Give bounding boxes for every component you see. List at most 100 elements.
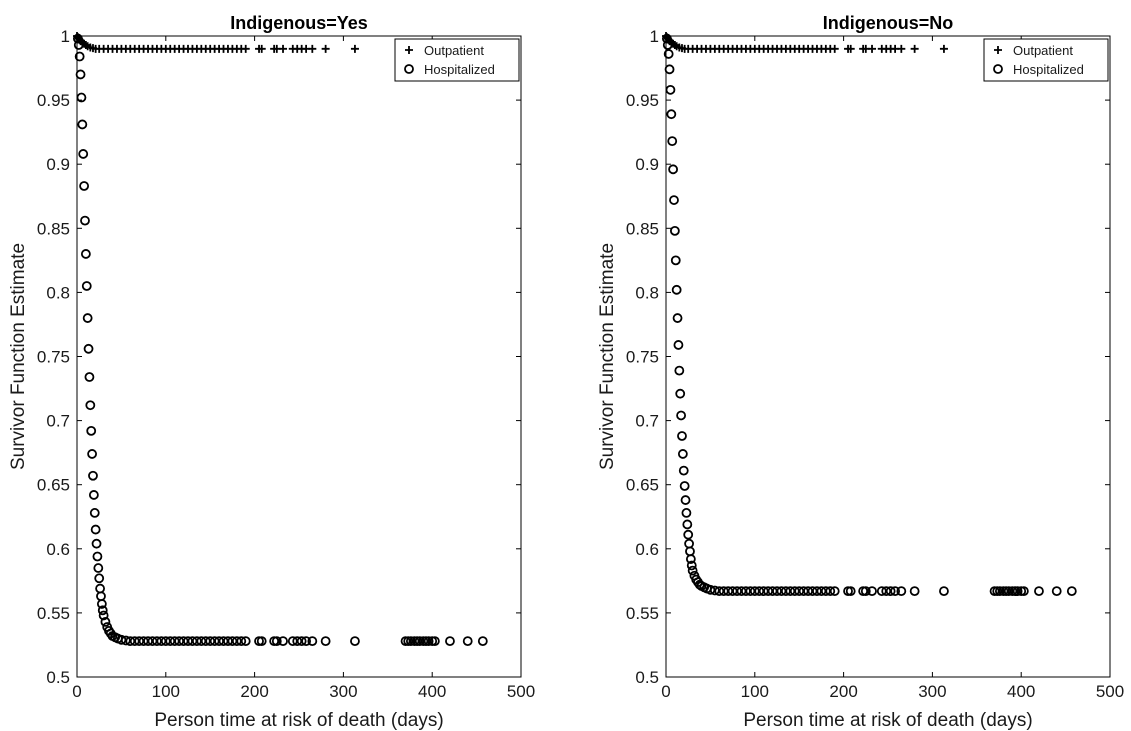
data-point-outpatient bbox=[897, 44, 906, 53]
y-tick-label: 0.8 bbox=[46, 283, 70, 302]
data-point-hospitalized bbox=[845, 586, 856, 597]
data-point-outpatient bbox=[279, 44, 288, 53]
data-point-hospitalized bbox=[82, 313, 93, 323]
data-point-outpatient bbox=[257, 44, 266, 53]
y-tick-label: 0.9 bbox=[46, 155, 70, 174]
data-point-hospitalized bbox=[671, 284, 682, 295]
data-point-hospitalized bbox=[116, 634, 127, 645]
data-point-hospitalized bbox=[677, 449, 688, 459]
y-tick-label: 0.9 bbox=[635, 155, 659, 174]
data-point-hospitalized bbox=[939, 586, 949, 597]
data-point-hospitalized bbox=[88, 490, 99, 500]
data-point-hospitalized bbox=[662, 40, 673, 50]
data-point-hospitalized bbox=[687, 565, 698, 576]
y-tick-label: 0.65 bbox=[37, 476, 70, 495]
data-point-hospitalized bbox=[96, 591, 106, 602]
data-point-outpatient bbox=[868, 44, 877, 53]
x-tick-label: 400 bbox=[418, 682, 446, 701]
data-point-outpatient bbox=[241, 44, 250, 53]
data-point-hospitalized bbox=[672, 313, 683, 323]
data-point-hospitalized bbox=[96, 599, 107, 609]
data-point-hospitalized bbox=[682, 519, 693, 530]
data-point-hospitalized bbox=[94, 573, 105, 584]
chart-panel-indigenous-no: 0 100 200 300 400 500 0.5 0.55 0.6 0.65 0.7 0.75 0.8… bbox=[597, 13, 1124, 731]
data-point-hospitalized bbox=[1018, 586, 1029, 597]
data-point-hospitalized bbox=[683, 529, 694, 540]
data-point-outpatient bbox=[350, 44, 359, 53]
series-outpatient bbox=[662, 32, 948, 53]
legend-marker-outpatient bbox=[405, 46, 413, 54]
series-outpatient bbox=[73, 32, 359, 53]
x-tick-label: 100 bbox=[741, 682, 769, 701]
data-point-hospitalized bbox=[74, 51, 85, 62]
data-point-hospitalized bbox=[462, 636, 473, 647]
data-point-hospitalized bbox=[661, 33, 672, 44]
data-point-hospitalized bbox=[1012, 586, 1023, 597]
data-point-outpatient bbox=[321, 44, 330, 53]
data-point-hospitalized bbox=[673, 340, 684, 350]
data-point-hospitalized bbox=[91, 538, 102, 549]
data-point-hospitalized bbox=[680, 495, 691, 505]
series-hospitalized bbox=[661, 33, 1077, 597]
plot-area-frame bbox=[76, 35, 522, 678]
data-point-hospitalized bbox=[669, 225, 680, 236]
data-point-hospitalized bbox=[90, 524, 101, 535]
y-tick-label: 0.75 bbox=[37, 348, 70, 367]
y-tick-label: 0.6 bbox=[635, 540, 659, 559]
data-point-hospitalized bbox=[681, 508, 692, 518]
x-tick-label: 200 bbox=[829, 682, 857, 701]
data-point-outpatient bbox=[846, 44, 855, 53]
y-tick-label: 0.55 bbox=[37, 604, 70, 623]
legend-box bbox=[394, 38, 520, 82]
data-point-hospitalized bbox=[256, 636, 267, 647]
data-point-hospitalized bbox=[667, 136, 678, 147]
data-point-hospitalized bbox=[85, 400, 96, 411]
y-tick-label: 0.5 bbox=[635, 668, 659, 687]
data-point-hospitalized bbox=[84, 372, 95, 382]
data-point-hospitalized bbox=[686, 560, 697, 571]
y-tick-label: 0.6 bbox=[46, 540, 70, 559]
data-point-hospitalized bbox=[1066, 586, 1077, 597]
x-tick-label: 0 bbox=[72, 682, 81, 701]
y-axis-label: Survivor Function Estimate bbox=[597, 243, 618, 470]
x-axis-label: Person time at risk of death (days) bbox=[743, 710, 1032, 731]
y-tick-label: 1 bbox=[61, 27, 70, 46]
data-point-hospitalized bbox=[89, 508, 100, 518]
x-axis-label: Person time at risk of death (days) bbox=[154, 710, 443, 731]
data-point-hospitalized bbox=[829, 586, 840, 597]
y-tick-label: 0.95 bbox=[37, 91, 70, 110]
y-tick-label: 0.55 bbox=[626, 604, 659, 623]
legend-label-outpatient: Outpatient bbox=[1013, 43, 1073, 58]
legend-label-hospitalized: Hospitalized bbox=[1013, 62, 1084, 77]
data-point-hospitalized bbox=[271, 636, 282, 647]
data-point-hospitalized bbox=[709, 585, 720, 596]
legend-marker-hospitalized bbox=[404, 64, 414, 74]
data-point-hospitalized bbox=[93, 563, 104, 573]
data-point-hospitalized bbox=[95, 583, 105, 594]
data-point-hospitalized bbox=[669, 195, 679, 205]
y-tick-label: 0.5 bbox=[46, 668, 70, 687]
data-point-hospitalized bbox=[666, 109, 677, 120]
legend: Outpatient Hospitalized bbox=[983, 38, 1109, 82]
chart-panel-indigenous-yes: 0 100 200 300 400 500 0.5 0.55 0.6 0.65 0.7 0.75 0.8… bbox=[8, 13, 535, 731]
data-point-hospitalized bbox=[72, 33, 83, 44]
legend-box bbox=[983, 38, 1109, 82]
x-tick-label: 100 bbox=[152, 682, 180, 701]
data-point-hospitalized bbox=[92, 551, 103, 562]
legend-label-hospitalized: Hospitalized bbox=[424, 62, 495, 77]
data-point-hospitalized bbox=[83, 343, 94, 354]
y-tick-label: 0.8 bbox=[635, 283, 659, 302]
data-point-hospitalized bbox=[88, 470, 98, 481]
data-point-hospitalized bbox=[1034, 586, 1044, 597]
y-axis-label: Survivor Function Estimate bbox=[8, 243, 29, 470]
data-point-hospitalized bbox=[674, 365, 685, 376]
y-tick-label: 0.75 bbox=[626, 348, 659, 367]
data-point-hospitalized bbox=[76, 92, 87, 103]
data-point-hospitalized bbox=[301, 636, 312, 647]
y-tick-label: 0.85 bbox=[626, 219, 659, 238]
data-point-hospitalized bbox=[679, 481, 690, 491]
data-point-hospitalized bbox=[86, 425, 97, 436]
data-point-hospitalized bbox=[678, 465, 689, 476]
data-point-hospitalized bbox=[860, 586, 871, 597]
